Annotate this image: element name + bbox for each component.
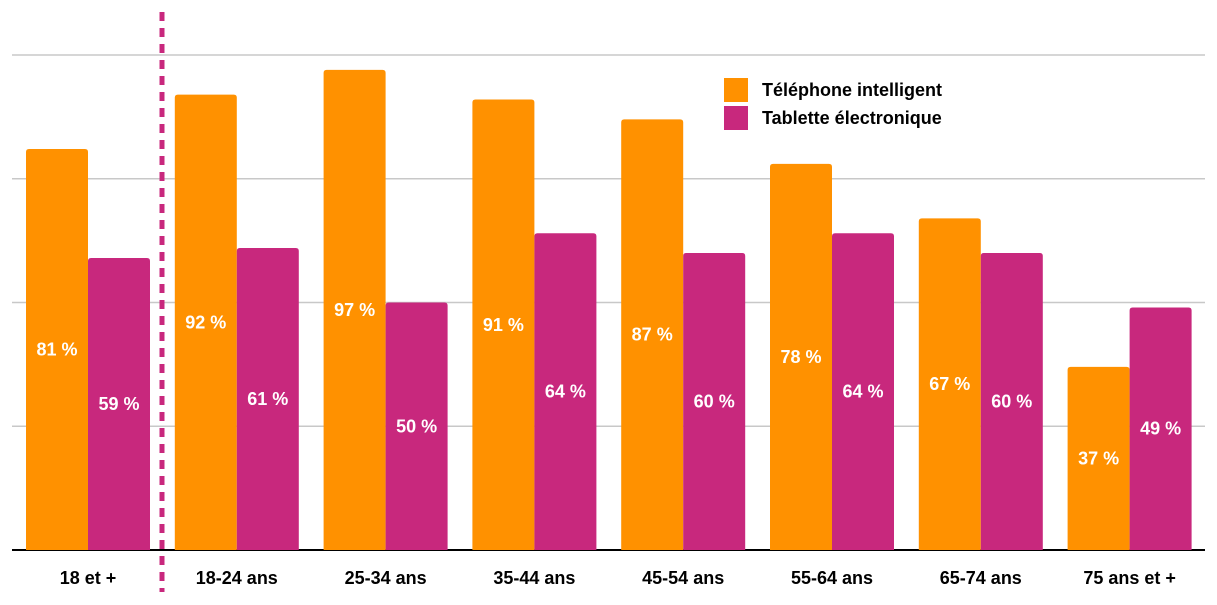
bar-smartphone xyxy=(918,218,981,550)
bar-tablet xyxy=(980,253,1043,550)
data-label-smartphone: 91 % xyxy=(483,315,524,335)
data-label-tablet: 60 % xyxy=(991,392,1032,412)
data-label-smartphone: 87 % xyxy=(632,325,673,345)
bar-tablet xyxy=(832,233,894,550)
data-label-tablet: 50 % xyxy=(396,416,437,436)
bar-tablet xyxy=(683,253,746,550)
data-label-smartphone: 67 % xyxy=(929,374,970,394)
legend-swatch-tablet xyxy=(724,106,748,130)
x-tick-label: 25-34 ans xyxy=(345,568,427,588)
bar-tablet xyxy=(88,257,150,550)
bar-tablet xyxy=(534,233,597,550)
bar-smartphone xyxy=(621,119,684,550)
data-label-tablet: 60 % xyxy=(694,392,735,412)
legend-item-smartphone: Téléphone intelligent xyxy=(724,76,942,104)
x-tick-label: 35-44 ans xyxy=(493,568,575,588)
bar-smartphone xyxy=(770,163,832,550)
data-label-tablet: 64 % xyxy=(842,382,883,402)
bar-smartphone xyxy=(174,94,237,550)
bar-smartphone xyxy=(472,99,535,551)
data-label-smartphone: 92 % xyxy=(185,312,226,332)
bar-smartphone xyxy=(1067,366,1130,550)
bar-smartphone xyxy=(26,149,88,551)
x-tick-label: 75 ans et + xyxy=(1083,568,1176,588)
data-label-smartphone: 81 % xyxy=(36,340,77,360)
legend-label-tablet: Tablette électronique xyxy=(762,107,942,128)
data-label-tablet: 61 % xyxy=(247,389,288,409)
bar-tablet xyxy=(385,302,448,550)
data-label-tablet: 64 % xyxy=(545,382,586,402)
x-tick-label: 18-24 ans xyxy=(196,568,278,588)
x-tick-label: 55-64 ans xyxy=(791,568,873,588)
bar-tablet xyxy=(1129,307,1192,550)
x-tick-label: 45-54 ans xyxy=(642,568,724,588)
data-label-smartphone: 97 % xyxy=(334,300,375,320)
legend-swatch-smartphone xyxy=(724,78,748,102)
data-label-smartphone: 78 % xyxy=(780,347,821,367)
legend: Téléphone intelligent Tablette électroni… xyxy=(724,76,942,132)
legend-label-smartphone: Téléphone intelligent xyxy=(762,79,943,100)
legend-item-tablet: Tablette électronique xyxy=(724,104,942,132)
data-label-smartphone: 37 % xyxy=(1078,448,1119,468)
x-tick-label: 18 et + xyxy=(60,568,117,588)
data-label-tablet: 59 % xyxy=(98,394,139,414)
bar-tablet xyxy=(236,248,299,551)
bar-smartphone xyxy=(323,69,386,550)
data-label-tablet: 49 % xyxy=(1140,419,1181,439)
x-tick-label: 65-74 ans xyxy=(940,568,1022,588)
